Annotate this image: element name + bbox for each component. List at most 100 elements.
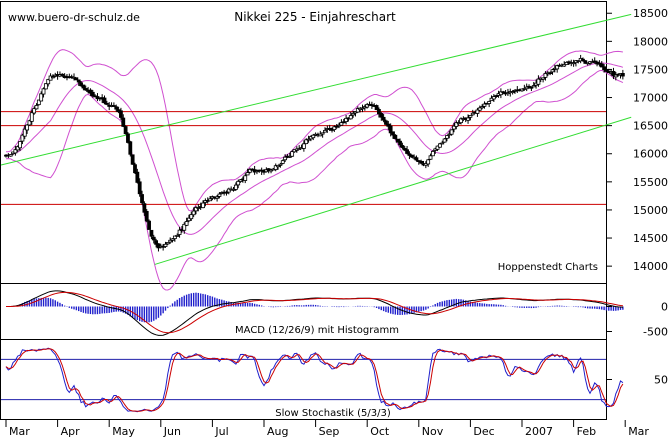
candle-body [111,105,116,107]
price-tick-label: 15000 [633,204,668,217]
candle-body [13,149,18,154]
candle-body [426,159,431,165]
candle-body [613,74,618,78]
candle-body [475,109,480,114]
price-tick-label: 17000 [633,92,668,105]
candle [477,105,482,112]
candle [531,81,536,88]
price-tick-label: 15500 [633,176,668,189]
candle-body [365,104,370,108]
candle [130,154,135,165]
candle-body [430,151,435,157]
candle-body [233,184,238,190]
candle [494,94,499,99]
candle-body [102,97,107,104]
candle [506,88,510,96]
candle [564,61,569,65]
bollinger-upper-line [6,49,623,212]
candle-body [283,156,288,161]
candle-body [339,122,344,126]
candle-body [466,117,470,121]
candle [187,214,191,223]
candle [332,125,337,132]
candle-body [384,120,388,125]
candle-body [550,69,555,73]
candle [426,158,431,167]
price-tick-label: 16000 [633,148,668,161]
candle-body [494,95,499,97]
candle [480,104,485,110]
candle [398,138,402,148]
candle [360,104,365,113]
candle [90,89,95,98]
candle-body [304,139,309,145]
candle-body [311,134,316,139]
candle [170,238,175,243]
candle [306,135,311,143]
candle [151,234,156,244]
candle [177,226,182,238]
macd-line [6,290,623,336]
candle-body [442,138,447,143]
candle-body [536,78,541,85]
candle [384,119,388,126]
candle [88,88,93,96]
candle [393,134,398,140]
candle-body [351,113,356,116]
candle [102,95,107,105]
candle [233,182,238,191]
candle [114,104,119,112]
candle-body [571,62,576,65]
candle [147,219,151,230]
candle-body [482,103,487,107]
candle [236,179,241,189]
candle-body [46,79,51,85]
candle [121,114,126,128]
credit-label: Hoppenstedt Charts [498,262,598,273]
candle [592,57,597,64]
candle [323,127,327,133]
candle [452,122,456,133]
candle-body [182,223,187,231]
candle-body [323,129,327,133]
month-label: Dec [473,425,494,438]
candle-body [79,82,83,87]
candle-body [231,188,236,191]
candle [377,107,381,118]
candle [414,155,419,162]
candle [32,106,37,115]
candle [238,179,243,183]
candle-body [39,93,44,102]
candle [194,205,198,215]
candle [501,90,506,95]
candle [287,152,292,158]
candle-body [602,66,606,71]
macd-tick-label: -500 [643,326,668,339]
candle [351,110,356,118]
candle-body [248,169,252,173]
month-label: Feb [577,425,596,438]
candle [562,61,567,67]
candle [74,77,79,81]
candle-body [297,148,302,151]
candle-body [137,181,142,195]
candle [20,133,25,145]
candle-body [15,146,20,151]
candle-body [405,149,409,154]
candle [217,192,222,199]
candle-body [151,236,156,241]
candle-body [34,105,39,110]
candle [18,141,22,151]
candle-body [529,86,534,89]
candle [466,114,470,124]
candle [137,178,142,197]
candle [320,132,325,138]
candle [581,57,585,62]
candle [405,146,409,155]
candle [435,145,440,152]
candle-body [114,106,119,110]
candle [355,106,360,113]
candle [201,200,205,209]
candle-body [541,77,546,80]
